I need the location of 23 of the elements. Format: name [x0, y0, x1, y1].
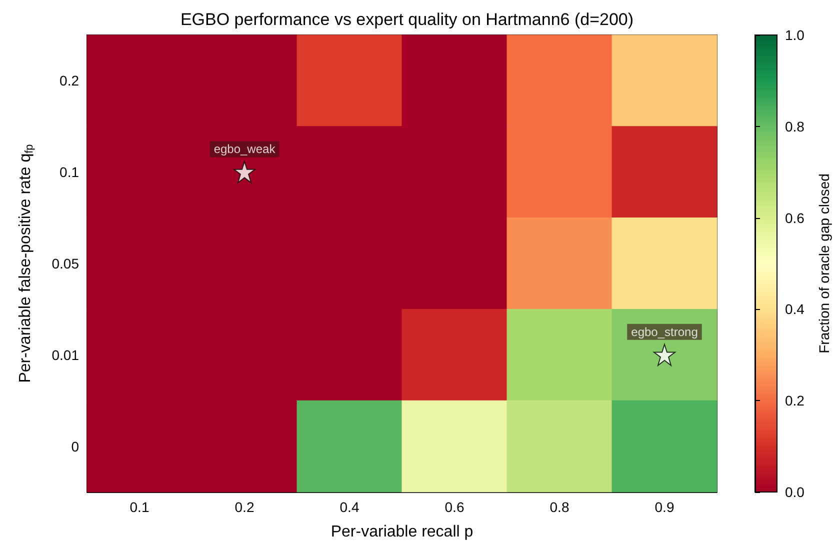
annotation: egbo_weak [214, 142, 276, 156]
color-bar-label: 1.0 [785, 27, 805, 43]
x-tick-label: 0.9 [654, 499, 674, 515]
color-bar-label: 0.2 [785, 392, 805, 409]
y-tick-label: 0.1 [60, 164, 80, 180]
x-tick-label: 0.6 [444, 499, 464, 515]
color-bar-label: 0.8 [785, 118, 805, 134]
x-tick-label: 0.1 [130, 499, 150, 515]
x-axis-title: Per-variable recall p [330, 524, 474, 540]
y-tick-label: 0.01 [52, 346, 80, 363]
y-tick-label: 0 [71, 438, 80, 454]
chart-title: EGBO performance vs expert quality on Hartmann6 (d=200) [180, 10, 634, 29]
y-tick-label: 0.2 [60, 72, 80, 89]
color-bar-label: 0.0 [785, 484, 805, 500]
color-bar-label: 0.6 [785, 210, 805, 226]
x-tick-label: 0.8 [550, 499, 570, 515]
x-tick-label: 0.2 [234, 499, 254, 515]
x-tick-label: 0.4 [340, 499, 360, 515]
y-axis-title: Per-variable false-positive rate qfp [17, 144, 36, 383]
y-tick-label: 0.05 [52, 256, 80, 272]
color-bar-label: 0.4 [785, 301, 805, 318]
color-bar-title: Fraction of oracle gap closed [816, 174, 832, 354]
annotation: egbo_strong [631, 324, 698, 339]
